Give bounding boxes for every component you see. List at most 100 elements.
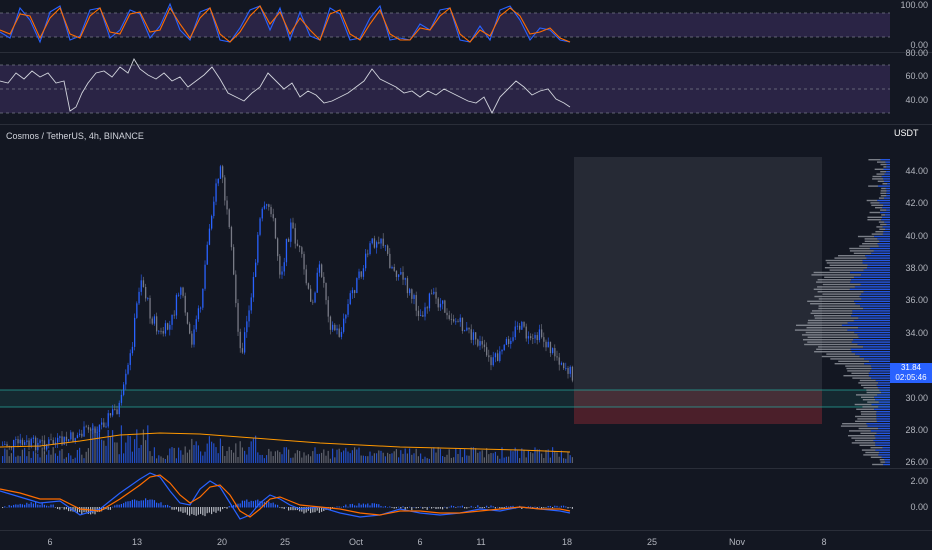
profile-row-down <box>816 281 851 283</box>
profile-row-down <box>857 235 875 238</box>
candle-body <box>433 291 435 294</box>
candle-body <box>376 242 378 248</box>
macd-histogram-bar <box>147 500 149 508</box>
macd-histogram-bar <box>459 506 461 508</box>
macd-histogram-bar <box>195 507 197 516</box>
volume-bar <box>450 457 452 463</box>
volume-bar <box>417 456 419 463</box>
profile-row-down <box>802 339 854 341</box>
macd-histogram-bar <box>255 500 257 508</box>
position-target-box <box>574 157 822 390</box>
macd-histogram-bar <box>433 507 435 508</box>
profile-row-down <box>859 245 879 247</box>
price-axis[interactable]: 44.00 42.00 40.00 38.00 36.00 34.00 30.0… <box>890 125 932 467</box>
candle-body <box>380 238 382 244</box>
pane-separator[interactable] <box>0 124 932 125</box>
volume-bar <box>549 457 551 463</box>
candle-body <box>41 440 43 442</box>
candle-body <box>39 440 41 443</box>
volume-bar <box>263 458 265 463</box>
macd-histogram-bar <box>492 506 494 508</box>
profile-row-down <box>871 204 884 206</box>
candle-body <box>37 442 39 451</box>
macd-histogram-bar <box>534 506 536 508</box>
candle-body <box>393 266 395 271</box>
currency-unit[interactable]: USDT <box>894 128 932 138</box>
price-plot <box>0 157 890 466</box>
volume-bar <box>354 447 356 463</box>
candle-body <box>206 244 208 265</box>
volume-bar <box>523 449 525 463</box>
volume-bar <box>224 456 226 463</box>
candle-body <box>32 437 35 439</box>
stoch-rsi-axis: 100.00 0.00 <box>890 0 932 52</box>
macd-histogram-bar <box>318 507 320 513</box>
volume-bar <box>184 446 186 463</box>
candle-body <box>98 424 101 433</box>
profile-row-up <box>859 355 890 358</box>
candle-body <box>233 247 235 275</box>
profile-row-down <box>843 375 869 377</box>
candle-body <box>523 321 525 327</box>
candle-body <box>435 291 437 299</box>
macd-histogram-bar <box>347 506 349 508</box>
macd-histogram-bar <box>35 501 37 508</box>
macd-histogram-bar <box>483 507 485 508</box>
macd-pane[interactable]: 2.00 0.00 <box>0 469 932 527</box>
candle-body <box>558 357 560 365</box>
macd-histogram-bar <box>400 507 402 509</box>
profile-row-down <box>859 444 876 446</box>
macd-histogram-bar <box>290 507 292 511</box>
profile-row-down <box>851 442 876 444</box>
profile-row-up <box>879 240 890 242</box>
time-tick: Nov <box>728 537 746 547</box>
price-pane[interactable]: Cosmos / TetherUS, 4h, BINANCE 44.00 42.… <box>0 125 932 467</box>
axis-tick: 30.00 <box>905 393 928 403</box>
rsi-pane[interactable]: 80.00 60.00 40.00 <box>0 48 932 121</box>
profile-row-down <box>865 451 879 454</box>
macd-histogram-bar <box>281 507 283 509</box>
macd-histogram-bar <box>43 504 45 508</box>
volume-bar <box>169 448 171 463</box>
volume-bar <box>468 455 470 463</box>
candle-body <box>290 222 292 242</box>
volume-bar <box>479 451 481 463</box>
profile-row-down <box>807 341 852 343</box>
profile-row-up <box>882 226 890 228</box>
profile-row-up <box>853 276 890 278</box>
macd-histogram-bar <box>171 507 173 510</box>
macd-histogram-bar <box>543 507 545 508</box>
volume-bar <box>96 426 98 463</box>
last-price-label: 31.84 02:05:46 <box>890 363 932 383</box>
pane-separator[interactable] <box>0 468 932 469</box>
candle-body <box>219 166 222 179</box>
volume-bar <box>30 457 32 463</box>
volume-bar <box>387 452 389 463</box>
candle-body <box>142 280 145 287</box>
candle-body <box>571 366 574 381</box>
candle-body <box>481 341 483 345</box>
candle-body <box>6 444 8 447</box>
axis-tick: 40.00 <box>905 231 928 241</box>
candle-body <box>211 216 213 229</box>
candle-body <box>327 300 329 317</box>
volume-bar <box>541 453 543 463</box>
profile-row-up <box>854 331 890 334</box>
volume-bar <box>83 458 85 463</box>
profile-row-down <box>842 423 867 425</box>
time-axis[interactable]: 6 13 20 25 Oct 6 11 18 25 Nov 8 <box>0 531 932 550</box>
profile-row-up <box>876 413 890 415</box>
candle-body <box>112 409 114 416</box>
volume-bar <box>376 453 378 463</box>
candle-body <box>453 319 455 322</box>
stoch-rsi-pane[interactable]: 100.00 0.00 <box>0 0 932 52</box>
volume-bar <box>114 442 116 463</box>
candle-body <box>105 426 107 428</box>
candle-body <box>120 394 123 403</box>
macd-histogram-bar <box>391 507 393 508</box>
macd-histogram-bar <box>206 507 208 514</box>
profile-row-down <box>845 365 871 367</box>
pane-separator[interactable] <box>0 52 932 53</box>
candle-body <box>391 266 393 269</box>
profile-row-down <box>879 228 886 230</box>
